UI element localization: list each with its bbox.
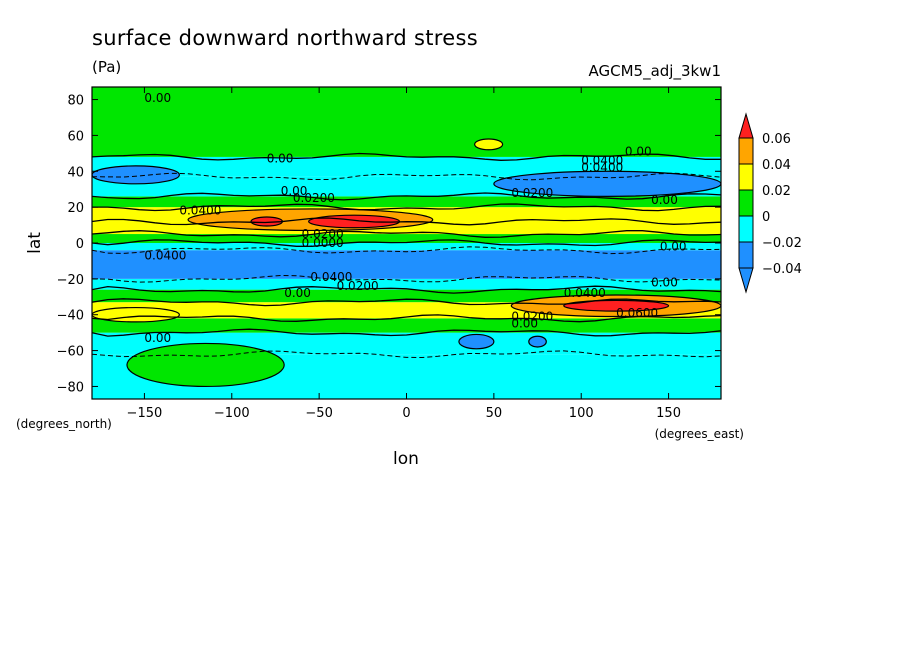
contour-label-18: 0.0400 (564, 286, 606, 300)
x-axis: −150 −100 −50 0 50 100 150 (127, 87, 681, 421)
contour-line-4 (92, 298, 721, 307)
colorbar-bottom-triangle (738, 267, 754, 294)
contour-label-10: 0.0200 (302, 227, 344, 241)
y-units-label: (degrees_north) (16, 417, 112, 431)
contour-label-17: 0.00 (651, 275, 678, 289)
contour-label-12: 0.0400 (144, 249, 186, 263)
contour-line-1 (92, 350, 721, 359)
units-label: (Pa) (92, 58, 121, 76)
contour-label-4: 0.0400 (581, 161, 623, 175)
contour-label-16: 0.00 (284, 286, 311, 300)
contour-line-6 (92, 274, 721, 283)
contour-label-19: 0.0600 (616, 306, 658, 320)
colorbar-swatch-3 (738, 215, 754, 243)
x-axis-label: lon (393, 449, 419, 469)
colorbar-label-4: −0.02 (762, 236, 802, 251)
contour-label-14: 0.0400 (310, 270, 352, 284)
field-feature-sh-green-southpole (126, 342, 285, 388)
contour-label-3: 0.0400 (581, 154, 623, 168)
colorbar-swatch-2 (738, 189, 754, 217)
x-tick-label-50: 50 (486, 406, 503, 421)
x-tick-label--100: −100 (214, 406, 250, 421)
colorbar-swatch-1 (738, 163, 754, 191)
chart-title: surface downward northward stress (92, 26, 478, 50)
field-feature-nh-blue-west (92, 165, 180, 185)
contour-label-20: 0.0200 (511, 310, 553, 324)
x-tick-label-150: 150 (656, 406, 681, 421)
contour-label-11: 0.0000 (302, 236, 344, 250)
colorbar-swatch-0 (738, 137, 754, 165)
contour-label-layer: 0.000.000.000.04000.04000.02000.000.0200… (144, 91, 686, 345)
colorbar-swatch-4 (738, 241, 754, 269)
x-tick-label--50: −50 (305, 406, 332, 421)
y-tick-label-20: 20 (67, 201, 84, 216)
field-feature-sh-blue-spot-1 (458, 333, 495, 350)
field-band-7 (92, 243, 721, 251)
contour-label-0: 0.00 (144, 91, 171, 105)
field-feature-sh-red-core (563, 299, 670, 312)
colorbar-label-3: 0 (762, 210, 770, 225)
contour-line-2 (92, 328, 721, 337)
run-label: AGCM5_adj_3kw1 (588, 62, 721, 81)
contour-label-7: 0.0200 (293, 191, 335, 205)
y-tick-label--40: −40 (57, 309, 84, 324)
contour-label-22: 0.00 (144, 331, 171, 345)
x-units-label: (degrees_east) (655, 427, 744, 441)
contour-line-5 (92, 285, 721, 294)
contour-label-13: 0.00 (660, 240, 687, 254)
contour-line-3 (92, 314, 721, 323)
contour-label-2: 0.00 (625, 145, 652, 159)
field-layer (92, 87, 721, 399)
contour-label-15: 0.0200 (337, 279, 379, 293)
y-tick-label--60: −60 (57, 345, 84, 360)
contour-line-13 (92, 172, 721, 181)
y-axis: 80 60 40 20 0 −20 −40 −60 −80 (57, 94, 721, 395)
colorbar: 0.06 0.04 0.02 0 −0.02 −0.04 (738, 112, 802, 294)
contour-label-1: 0.00 (267, 152, 294, 166)
contour-label-6: 0.00 (281, 184, 308, 198)
contour-label-5: 0.0200 (511, 186, 553, 200)
field-feature-nh-yellow-spot (474, 138, 504, 151)
colorbar-label-2: 0.02 (762, 184, 791, 199)
x-tick-label-0: 0 (402, 406, 410, 421)
field-band-11 (92, 196, 721, 208)
field-band-5 (92, 278, 721, 290)
y-tick-label-0: 0 (76, 237, 84, 252)
contour-line-9 (92, 230, 721, 238)
field-feature-sh-blue-spot-2 (528, 335, 547, 348)
colorbar-label-1: 0.04 (762, 158, 791, 173)
colorbar-label-5: −0.04 (762, 262, 802, 277)
contour-label-9: 0.0400 (179, 204, 221, 218)
y-tick-label--20: −20 (57, 273, 84, 288)
contour-lines (92, 152, 721, 359)
y-tick-label-80: 80 (67, 94, 84, 109)
contour-line-7 (92, 246, 721, 255)
contour-label-21: 0.00 (511, 317, 538, 331)
contour-line-10 (92, 217, 721, 226)
y-tick-label-40: 40 (67, 165, 84, 180)
contour-label-8: 0.00 (651, 193, 678, 207)
y-tick-label-60: 60 (67, 129, 84, 144)
field-band-2 (92, 318, 721, 333)
x-tick-label--150: −150 (127, 406, 163, 421)
contour-line-14 (92, 152, 721, 161)
contour-line-12 (92, 192, 721, 201)
colorbar-label-0: 0.06 (762, 132, 791, 147)
x-tick-label-100: 100 (569, 406, 594, 421)
y-tick-label--80: −80 (57, 380, 84, 395)
field-band-8 (92, 234, 721, 243)
colorbar-top-triangle (738, 112, 754, 139)
contour-line-8 (92, 239, 721, 247)
field-band-6 (92, 250, 721, 279)
field-band-14 (92, 87, 721, 157)
y-axis-label: lat (25, 232, 45, 254)
contour-line-11 (92, 203, 721, 212)
